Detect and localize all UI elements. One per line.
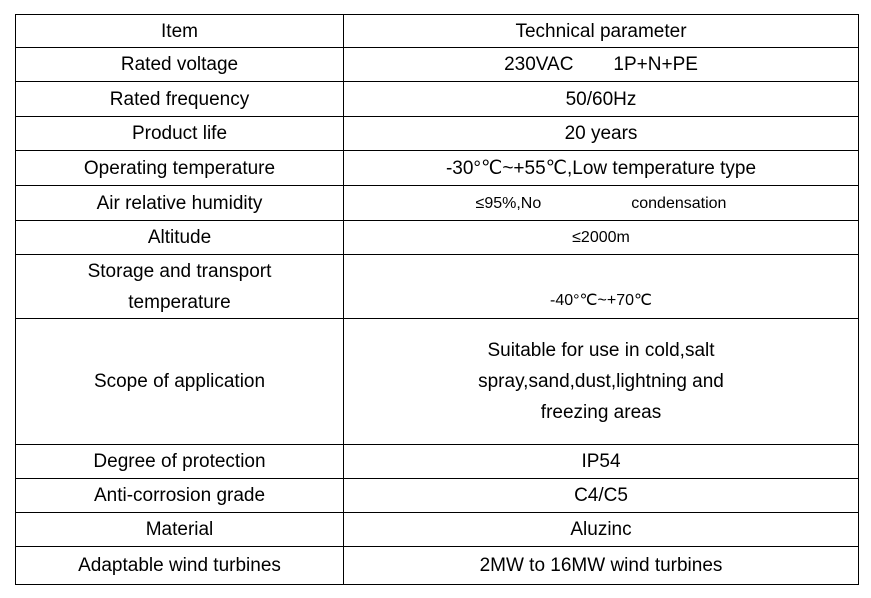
item-cell: Rated frequency <box>15 81 344 117</box>
value-cell: 2MW to 16MW wind turbines <box>343 546 859 585</box>
value-cell: Suitable for use in cold,salt spray,sand… <box>343 318 859 445</box>
table-row: Storage and transport temperature -40°℃~… <box>15 254 859 319</box>
value-cell: C4/C5 <box>343 478 859 513</box>
item-cell: Rated voltage <box>15 47 344 82</box>
table-row: Altitude ≤2000m <box>15 220 859 255</box>
value-cell: ≤2000m <box>343 220 859 255</box>
header-item: Item <box>15 14 344 48</box>
item-cell: Material <box>15 512 344 547</box>
value-cell: ≤95%,No condensation <box>343 185 859 221</box>
value-cell: Aluzinc <box>343 512 859 547</box>
value-text-2: condensation <box>631 194 727 212</box>
value-text: 230VAC <box>504 54 574 75</box>
item-cell: Storage and transport temperature <box>15 254 344 319</box>
item-cell: Product life <box>15 116 344 151</box>
value-cell: IP54 <box>343 444 859 479</box>
item-cell: Air relative humidity <box>15 185 344 221</box>
value-cell: 20 years <box>343 116 859 151</box>
table-row: Operating temperature -30°℃~+55℃,Low tem… <box>15 150 859 186</box>
table-row: Rated voltage 230VAC 1P+N+PE <box>15 47 859 82</box>
table-row: Anti-corrosion grade C4/C5 <box>15 478 859 513</box>
header-param: Technical parameter <box>343 14 859 48</box>
item-cell: Altitude <box>15 220 344 255</box>
table-row: Rated frequency 50/60Hz <box>15 81 859 117</box>
item-cell: Operating temperature <box>15 150 344 186</box>
table-row: Adaptable wind turbines 2MW to 16MW wind… <box>15 546 859 585</box>
table-header-row: Item Technical parameter <box>15 14 859 48</box>
table-row: Product life 20 years <box>15 116 859 151</box>
value-cell: -30°℃~+55℃,Low temperature type <box>343 150 859 186</box>
table-row: Scope of application Suitable for use in… <box>15 318 859 445</box>
item-cell: Degree of protection <box>15 444 344 479</box>
item-cell: Adaptable wind turbines <box>15 546 344 585</box>
table-row: Degree of protection IP54 <box>15 444 859 479</box>
table-row: Material Aluzinc <box>15 512 859 547</box>
value-text-2: 1P+N+PE <box>613 54 698 75</box>
value-text: ≤95%,No <box>475 194 542 212</box>
item-cell: Anti-corrosion grade <box>15 478 344 513</box>
value-cell: 50/60Hz <box>343 81 859 117</box>
table-row: Air relative humidity ≤95%,No condensatio… <box>15 185 859 221</box>
value-cell: 230VAC 1P+N+PE <box>343 47 859 82</box>
value-cell: -40°℃~+70℃ <box>343 254 859 319</box>
spec-table: Item Technical parameter Rated voltage 2… <box>15 14 859 585</box>
item-cell: Scope of application <box>15 318 344 445</box>
